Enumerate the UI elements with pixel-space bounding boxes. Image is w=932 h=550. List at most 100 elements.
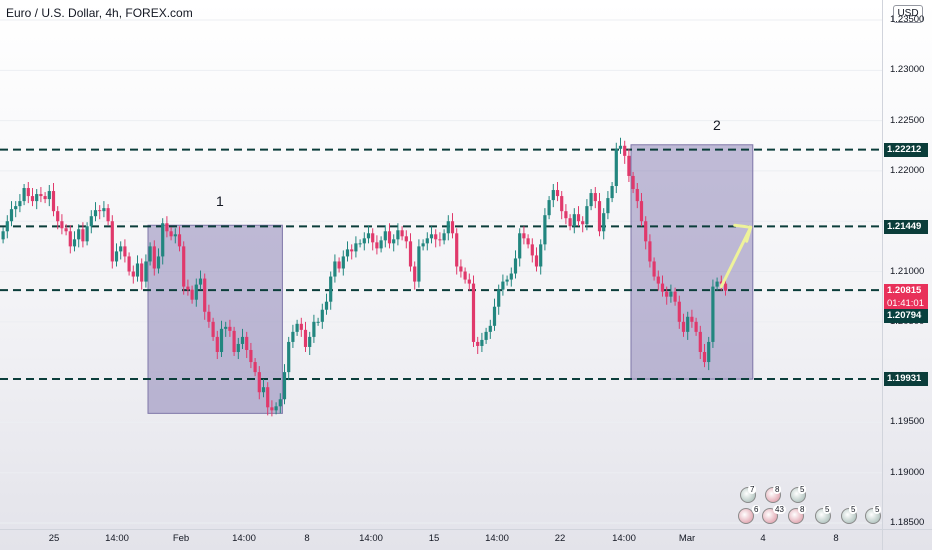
event-count: 5 [849,505,858,514]
candle-body [35,194,39,202]
candle-body [358,243,362,245]
candle-body [282,372,287,400]
candle-body [39,194,43,197]
candle-body [618,145,623,149]
candle-body [425,238,429,244]
price-scale-border [882,0,883,550]
candle-body [526,238,530,245]
candle-body [110,221,114,262]
candle-body [98,210,102,212]
candle-body [261,387,266,393]
candle-body [287,341,291,373]
candle-body [236,343,240,352]
candle-body [186,286,190,290]
candle-body [421,243,425,247]
candle-body [660,283,665,292]
candle-body [408,241,413,267]
candle-body [488,325,492,332]
candle-body [22,188,26,202]
candle-body [639,201,644,222]
candle-body [89,216,93,227]
event-count: 5 [873,505,882,514]
candle-body [413,266,417,282]
candle-body [77,229,81,240]
candle-body [665,291,669,297]
candle-body [9,209,14,222]
candle-body [144,261,148,282]
candle-body [198,278,203,285]
candle-body [707,341,711,363]
candle-body [173,234,177,237]
candle-body [253,362,257,373]
candle-body [30,196,35,202]
price-axis-tick: 1.21000 [890,265,925,277]
candle-body [177,234,182,247]
candle-body [589,193,593,207]
price-tag-res-high: 1.22212 [884,143,928,157]
time-axis-tick: 4 [760,533,766,544]
candle-body [513,258,518,274]
candle-countdown: 01:41:01 [887,298,924,309]
candle-body [119,246,123,252]
candle-body [694,321,698,332]
candle-body [669,291,673,297]
candle-body [551,190,555,201]
candle-body [106,208,110,222]
candle-body [131,271,135,277]
candle-body [190,289,194,300]
price-axis-tick: 1.19000 [890,466,925,478]
time-axis-tick: 8 [833,533,839,544]
time-axis-tick: 25 [48,533,60,544]
candle-body [492,306,497,326]
candle-body [501,281,505,290]
event-count: 5 [798,485,807,494]
time-scale-border [0,529,932,530]
currency-button[interactable]: USD [893,5,923,23]
candle-body [1,231,5,240]
candle-body [43,196,47,200]
candle-body [673,291,677,302]
candle-body [547,200,551,216]
candle-body [656,276,660,284]
candle-body [161,223,165,257]
event-count: 6 [752,505,761,514]
price-axis-tick: 1.23000 [890,64,925,76]
price-axis-tick: 1.18500 [890,517,925,528]
candle-body [270,407,274,411]
candle-body [635,189,639,202]
candle-body [623,145,627,156]
event-flag-icon[interactable] [738,508,754,524]
candle-body [371,233,375,243]
candle-body [434,234,438,240]
candle-body [345,249,350,257]
candle-body [274,406,278,411]
projection-arrow-head [733,223,753,243]
price-axis-tick: 1.22500 [890,114,925,126]
candle-body [203,278,207,312]
price-tag-last: 1.20815 01:41:01 [884,284,928,310]
candle-body [631,175,635,190]
candle-body [320,309,324,322]
candle-body [568,218,572,227]
candle-body [644,221,648,242]
candle-body [564,211,568,219]
candle-body [539,244,543,267]
candle-body [228,326,232,331]
candle-body [429,234,434,239]
event-count: 5 [823,505,832,514]
candle-body [690,316,694,322]
candle-body [711,286,715,342]
candle-body [681,321,686,332]
event-count: 43 [773,505,786,514]
candle-body [64,228,68,232]
candle-body [383,231,387,241]
candle-body [18,201,22,207]
candle-body [677,301,681,322]
candle-body [686,316,690,332]
candle-body [518,233,522,259]
candle-body [135,263,140,277]
candle-body [585,206,589,225]
candle-body [698,331,702,352]
